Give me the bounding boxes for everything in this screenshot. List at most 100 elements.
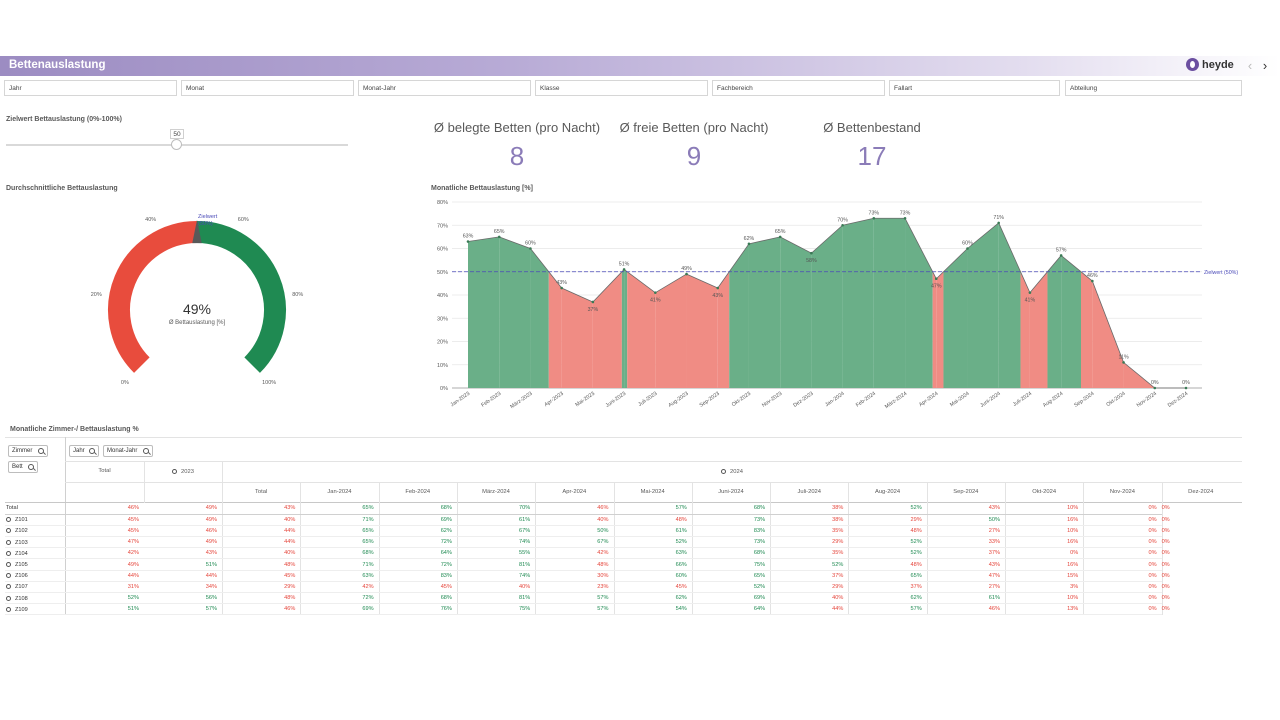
row-label[interactable]: Z106 <box>5 570 66 582</box>
filter-bar: Jahr Monat Monat-Jahr Klasse Fachbereich… <box>4 80 1242 96</box>
dim-jahr-button[interactable]: Jahr <box>69 445 99 457</box>
table-cell: 57% <box>535 592 614 605</box>
gauge-tick-label: 40% <box>145 217 156 223</box>
chevron-right-icon[interactable]: › <box>1262 58 1268 73</box>
table-cell: 44% <box>770 603 849 616</box>
area-segment <box>811 225 843 388</box>
dim-label: Jahr <box>73 448 85 454</box>
area-segment <box>905 218 933 388</box>
table-cell: 0% <box>1083 603 1162 616</box>
area-segment <box>686 274 718 388</box>
dim-monat-jahr-button[interactable]: Monat-Jahr <box>103 445 153 457</box>
data-point[interactable] <box>497 235 501 239</box>
expand-icon[interactable] <box>6 562 11 568</box>
table-cell: 42% <box>535 547 614 560</box>
kpi-belegte-betten: Ø belegte Betten (pro Nacht) 8 <box>422 120 612 172</box>
table-cell: 51% <box>65 603 144 616</box>
data-point[interactable] <box>997 221 1000 225</box>
filter-fachbereich[interactable]: Fachbereich <box>712 80 885 96</box>
area-segment <box>717 271 730 388</box>
data-point[interactable] <box>747 242 751 246</box>
data-point[interactable] <box>934 277 938 281</box>
data-point[interactable] <box>466 240 470 243</box>
area-segment <box>748 236 781 388</box>
month-header: Nov-2024 <box>1109 489 1136 495</box>
filter-abteilung[interactable]: Abteilung <box>1065 80 1242 96</box>
table-row: Z109 51% 57% 46% 69% 76% 75% 57% 54% 64% 44% 57% 46%… <box>5 603 1170 616</box>
data-point[interactable] <box>903 216 907 220</box>
x-tick-label: Juni-2023 <box>605 391 628 409</box>
expand-icon[interactable] <box>6 584 11 590</box>
row-label[interactable]: Z102 <box>5 525 66 538</box>
table-cell: 52% <box>848 547 927 560</box>
table-cell: 69% <box>378 514 457 526</box>
data-point[interactable] <box>1153 386 1157 390</box>
area-segment <box>468 236 500 388</box>
table-cell: 83% <box>378 570 457 582</box>
row-label[interactable]: Z101 <box>5 514 66 526</box>
plus-icon[interactable] <box>172 469 178 474</box>
row-label[interactable]: Z107 <box>5 581 66 594</box>
data-point[interactable] <box>716 286 720 290</box>
filter-fallart[interactable]: Fallart <box>889 80 1060 96</box>
row-label[interactable]: Z109 <box>5 603 66 616</box>
filter-monat-jahr[interactable]: Monat-Jahr <box>358 80 531 96</box>
table-cell: 45% <box>65 525 144 538</box>
table-cell: 10% <box>1004 503 1084 515</box>
data-point[interactable] <box>1091 279 1094 283</box>
data-point[interactable] <box>966 247 969 250</box>
row-label[interactable]: Z104 <box>5 547 66 560</box>
expand-icon[interactable] <box>6 573 11 579</box>
divider <box>5 502 1242 503</box>
filter-jahr[interactable]: Jahr <box>4 80 177 96</box>
area-segment <box>842 218 874 388</box>
x-tick-label: Mai-2024 <box>949 391 971 409</box>
app-titlebar: Bettenauslastung heyde ‹ › <box>0 56 1280 76</box>
x-tick-label: Okt-2023 <box>731 391 752 408</box>
data-point[interactable] <box>685 272 688 276</box>
row-label[interactable]: Z103 <box>5 536 66 549</box>
expand-icon[interactable] <box>6 517 11 523</box>
table-cell: 51% <box>144 558 222 571</box>
data-point[interactable] <box>1059 254 1063 257</box>
filter-klasse[interactable]: Klasse <box>535 80 708 96</box>
table-cell: 67% <box>535 536 614 549</box>
table-cell: 43% <box>926 503 1005 515</box>
data-point[interactable] <box>1028 291 1032 294</box>
data-point[interactable] <box>872 216 876 220</box>
data-point[interactable] <box>622 268 626 271</box>
data-point[interactable] <box>591 300 595 304</box>
data-point[interactable] <box>560 286 563 290</box>
filter-monat[interactable]: Monat <box>181 80 354 96</box>
table-cell: 13% <box>1004 603 1084 616</box>
table-cell: 64% <box>378 547 457 560</box>
divider <box>65 461 1242 462</box>
header-year-2024[interactable]: 2024 <box>222 468 1242 475</box>
data-point[interactable] <box>1122 361 1125 364</box>
row-label[interactable]: Z105 <box>5 558 66 571</box>
minus-icon[interactable] <box>721 469 727 474</box>
expand-icon[interactable] <box>6 528 11 534</box>
data-point[interactable] <box>841 223 844 227</box>
area-segment <box>1080 271 1093 388</box>
gauge-tick-label: 100% <box>262 380 276 386</box>
row-label[interactable]: Z108 <box>5 592 66 605</box>
dim-label: Zimmer <box>12 448 33 454</box>
data-point[interactable] <box>810 251 813 255</box>
table-cell: 44% <box>144 570 222 582</box>
dim-zimmer-button[interactable]: Zimmer <box>8 445 48 457</box>
table-cell: 75% <box>456 603 536 616</box>
chevron-left-icon[interactable]: ‹ <box>1247 58 1253 73</box>
data-point[interactable] <box>1184 386 1188 390</box>
data-point[interactable] <box>529 247 532 250</box>
table-cell: 64% <box>691 603 771 616</box>
expand-icon[interactable] <box>6 595 11 601</box>
dim-bett-button[interactable]: Bett <box>8 461 38 473</box>
expand-icon[interactable] <box>6 539 11 545</box>
header-year-2023[interactable]: 2023 <box>144 468 222 475</box>
expand-icon[interactable] <box>6 550 11 556</box>
data-point[interactable] <box>778 235 782 239</box>
expand-icon[interactable] <box>6 606 11 612</box>
data-point[interactable] <box>654 291 657 294</box>
slider-handle[interactable] <box>171 139 182 150</box>
